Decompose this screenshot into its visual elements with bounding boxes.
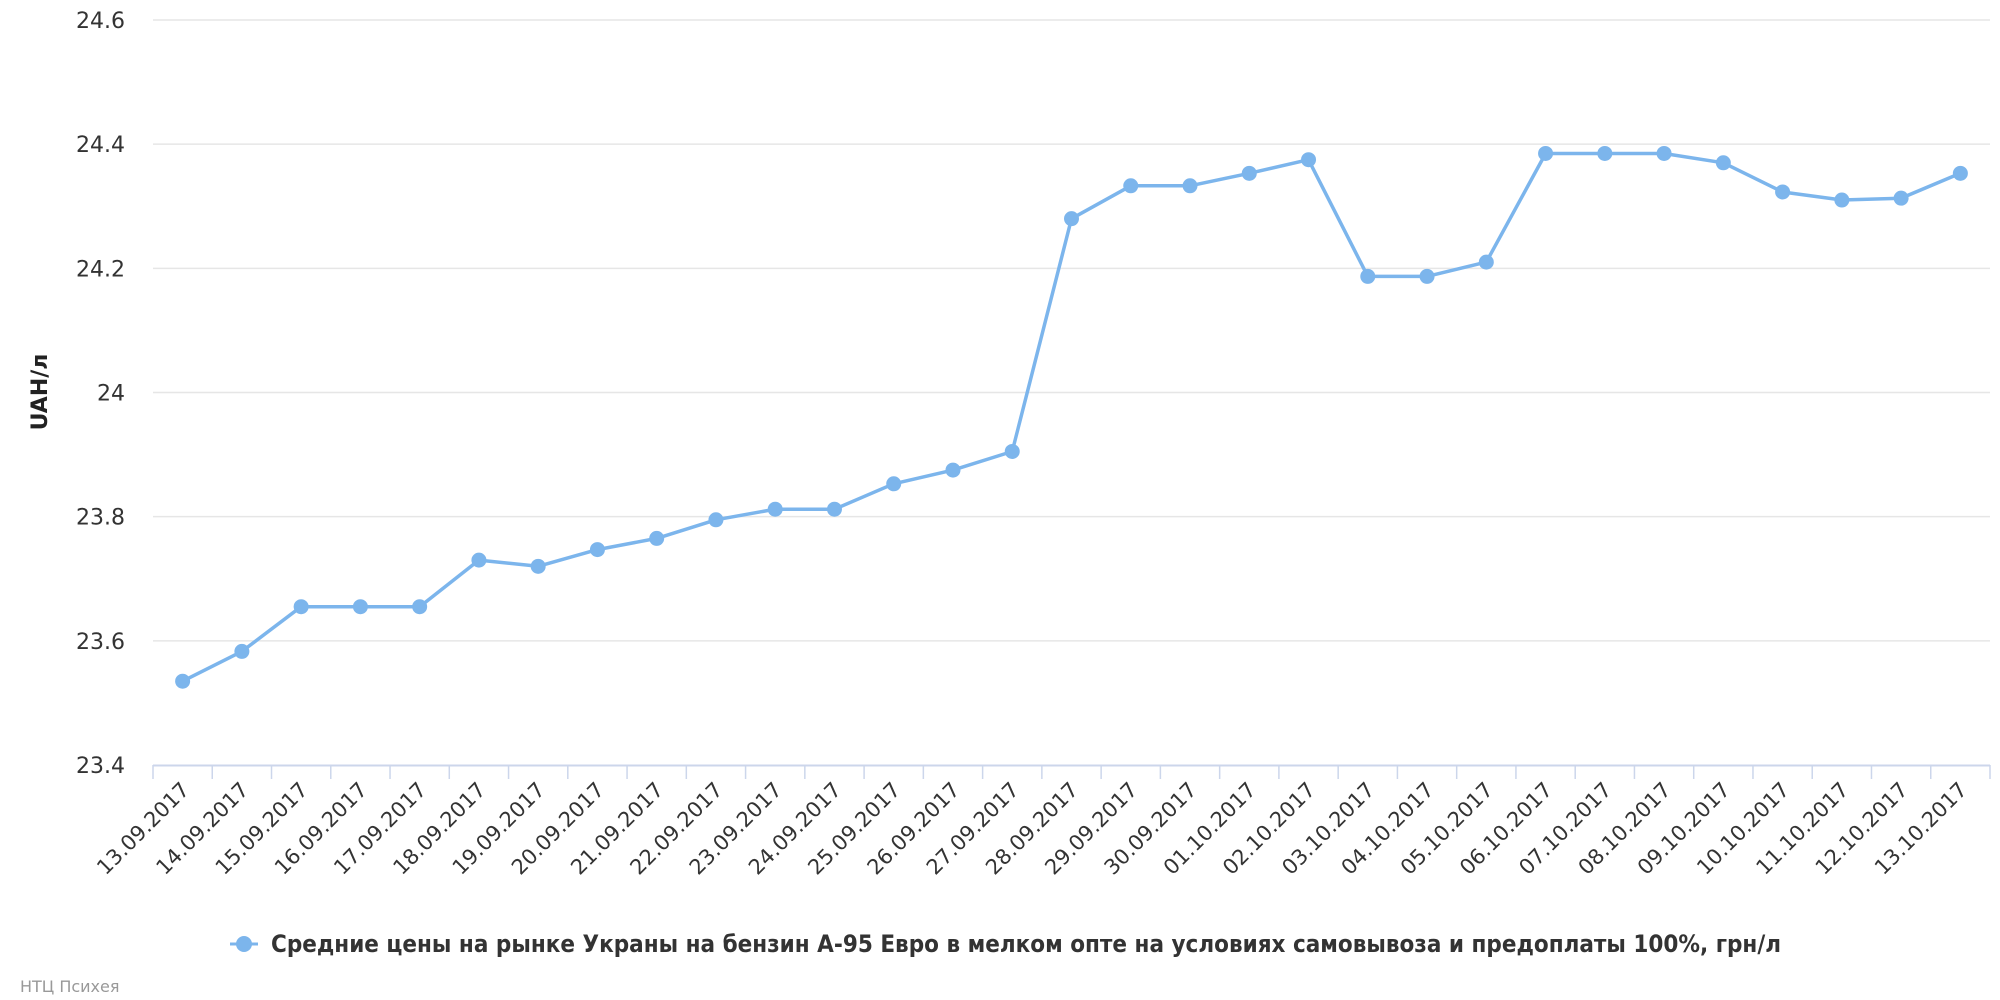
data-point[interactable] xyxy=(1775,184,1791,200)
legend-item-label[interactable]: Средние цены на рынке Украны на бензин А… xyxy=(271,930,1781,958)
y-tick-label: 24.2 xyxy=(76,257,125,282)
y-tick-label: 23.4 xyxy=(76,754,125,779)
y-tick-label: 23.8 xyxy=(76,506,125,531)
data-point[interactable] xyxy=(1004,443,1020,459)
data-point[interactable] xyxy=(234,643,250,659)
data-point[interactable] xyxy=(767,501,783,517)
x-axis-tick-labels: 13.09.201714.09.201715.09.201716.09.2017… xyxy=(92,778,1972,880)
y-tick-label: 24.4 xyxy=(76,133,125,158)
y-tick-label: 23.6 xyxy=(76,630,125,655)
series-group xyxy=(175,145,1968,689)
data-point[interactable] xyxy=(1360,268,1376,284)
data-point[interactable] xyxy=(1952,165,1968,181)
grid-lines xyxy=(153,19,1990,642)
data-point[interactable] xyxy=(293,599,309,615)
legend-marker-icon xyxy=(236,936,252,952)
y-axis-tick-labels: 23.4 23.6 23.8 24 24.2 24.4 24.6 xyxy=(76,9,125,779)
data-point[interactable] xyxy=(175,673,191,689)
data-point[interactable] xyxy=(1182,178,1198,194)
data-point[interactable] xyxy=(1241,165,1257,181)
data-point[interactable] xyxy=(352,599,368,615)
data-point[interactable] xyxy=(708,512,724,528)
data-point[interactable] xyxy=(412,599,428,615)
x-axis-ticks xyxy=(152,765,1991,779)
data-point[interactable] xyxy=(1538,145,1554,161)
data-point[interactable] xyxy=(1123,178,1139,194)
data-point[interactable] xyxy=(1301,152,1317,168)
y-axis-title: UAH/л xyxy=(28,354,53,431)
y-tick-label: 24 xyxy=(97,382,125,407)
data-point[interactable] xyxy=(589,542,605,558)
data-point[interactable] xyxy=(1656,145,1672,161)
data-point[interactable] xyxy=(1419,268,1435,284)
data-point[interactable] xyxy=(1893,190,1909,206)
y-tick-label: 24.6 xyxy=(76,9,125,34)
data-point[interactable] xyxy=(945,462,961,478)
data-point[interactable] xyxy=(826,501,842,517)
data-point[interactable] xyxy=(1715,155,1731,171)
credits-label[interactable]: НТЦ Психея xyxy=(20,977,119,996)
data-point[interactable] xyxy=(886,476,902,492)
data-point[interactable] xyxy=(530,558,546,574)
data-point[interactable] xyxy=(1478,254,1494,270)
legend[interactable]: Средние цены на рынке Украны на бензин А… xyxy=(230,930,1781,958)
series-line xyxy=(180,151,1963,683)
data-point[interactable] xyxy=(1597,145,1613,161)
data-point[interactable] xyxy=(471,552,487,568)
data-point[interactable] xyxy=(1834,192,1850,208)
data-point[interactable] xyxy=(1064,211,1079,227)
data-point[interactable] xyxy=(649,530,665,546)
